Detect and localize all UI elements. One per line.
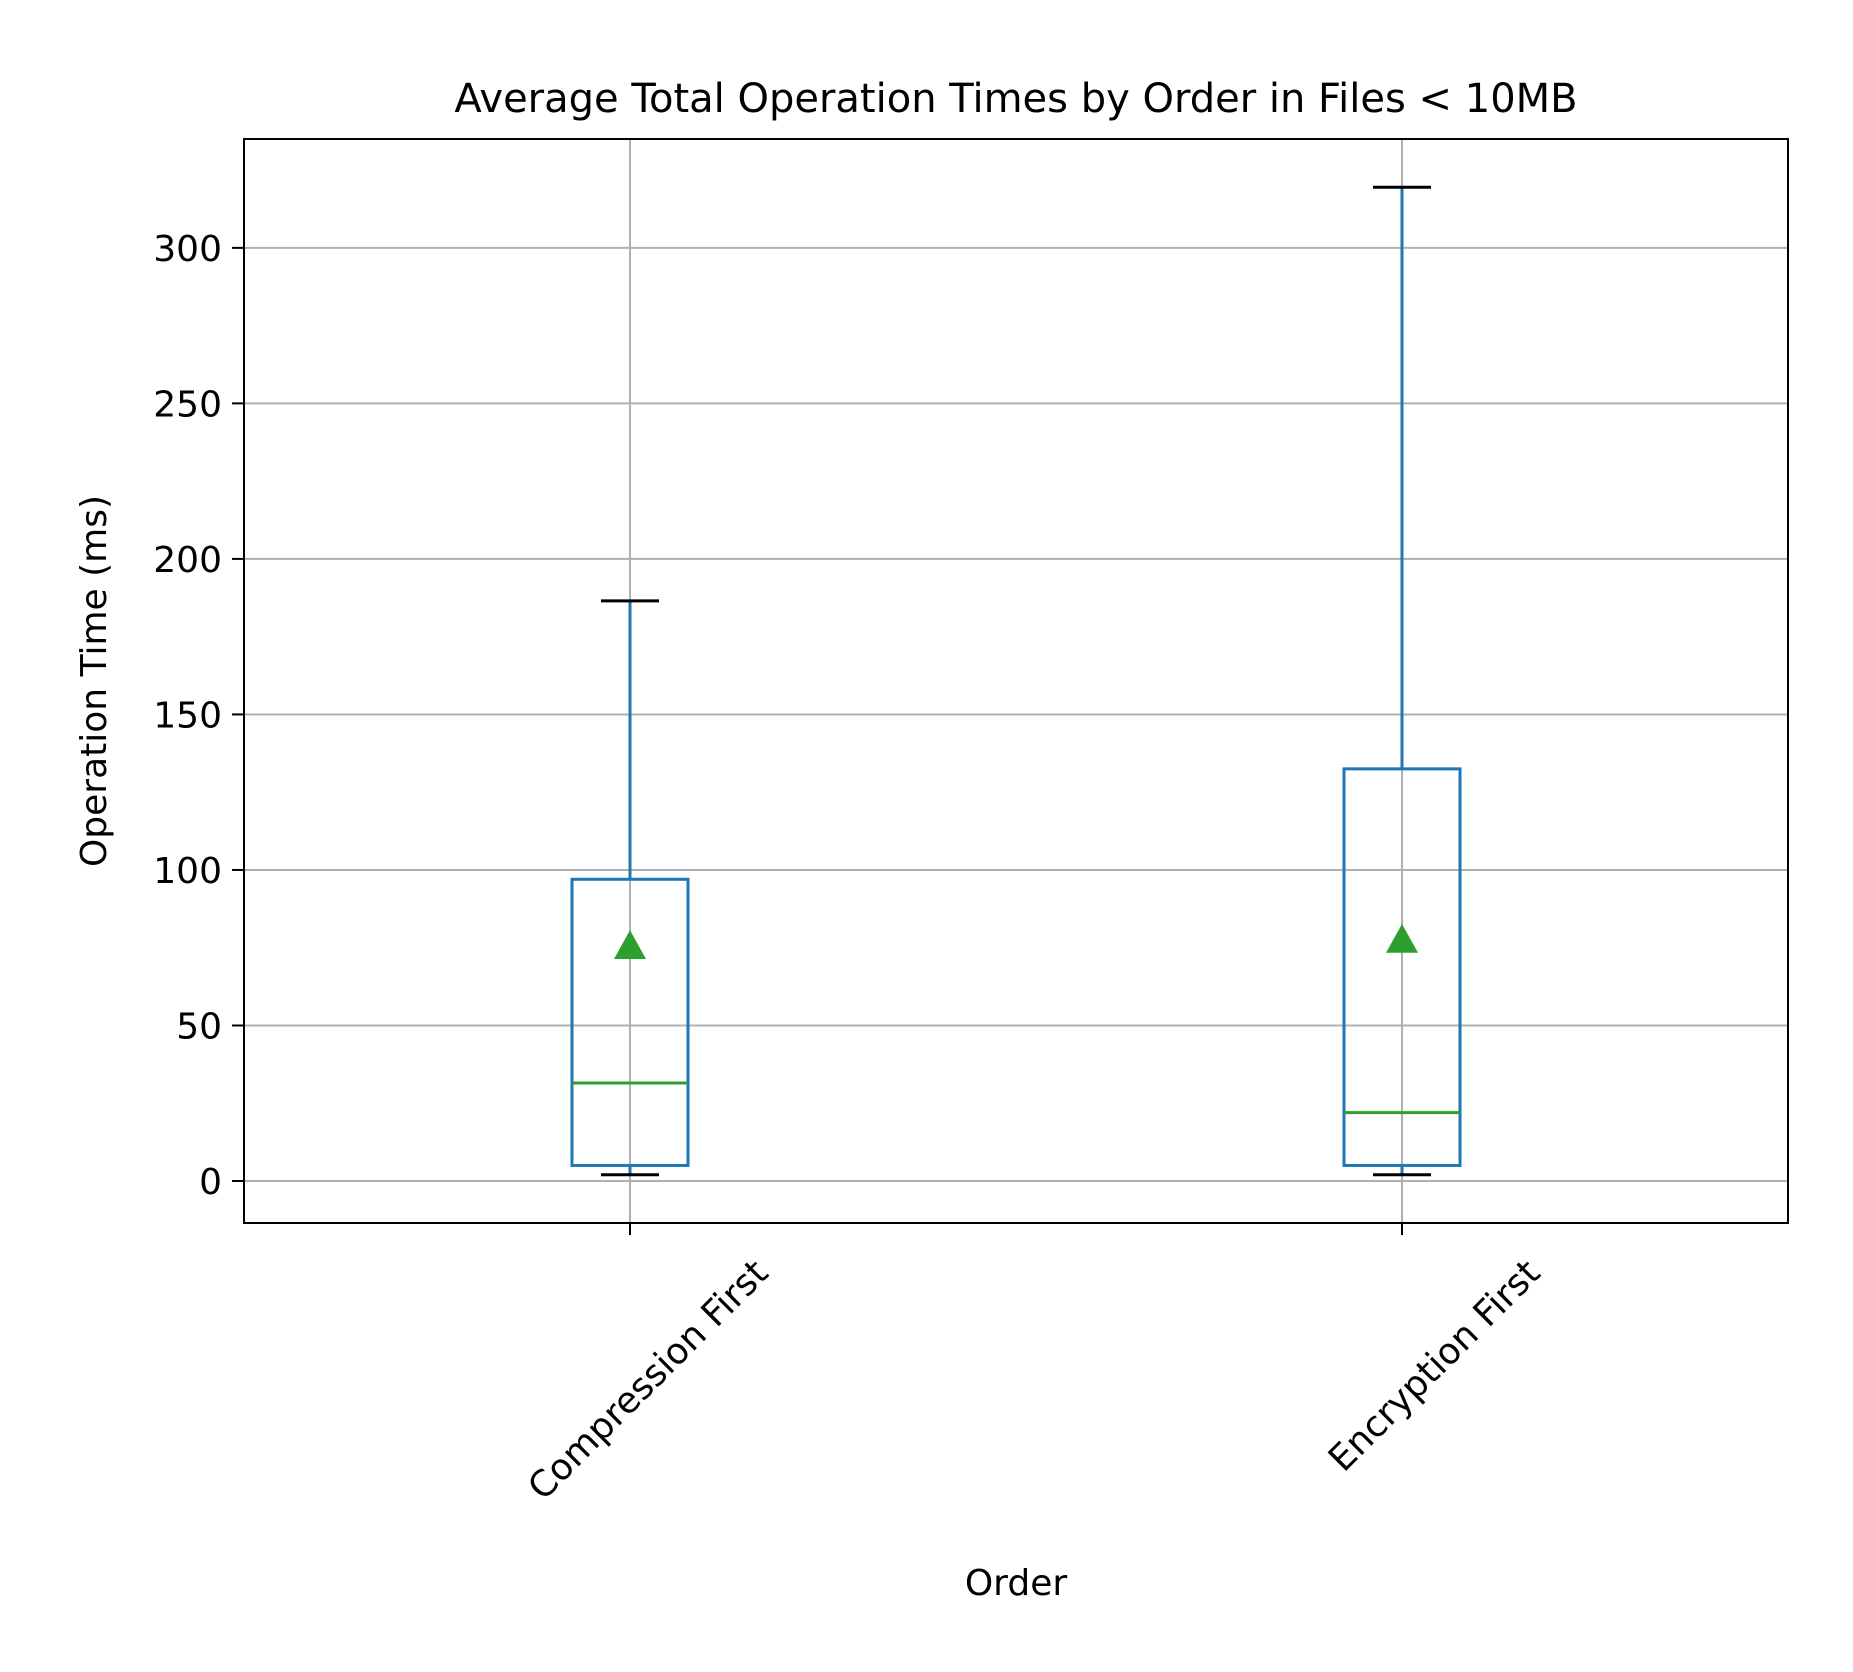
y-axis-label: Operation Time (ms) [74, 495, 115, 867]
box-series [570, 185, 1462, 1177]
y-tick-label: 100 [153, 851, 222, 892]
axes-frame [243, 138, 1789, 1224]
y-tick-label: 200 [153, 540, 222, 581]
chart-title: Average Total Operation Times by Order i… [454, 76, 1577, 122]
mean-marker [1386, 923, 1418, 953]
box-encryption-first [1342, 185, 1462, 1177]
y-tick-label: 50 [176, 1006, 222, 1047]
y-tick-label: 0 [199, 1162, 222, 1203]
iqr-box [570, 877, 690, 1167]
y-axis-ticks: 0 50 100 150 200 250 300 [153, 229, 244, 1203]
x-axis-label: Order [965, 1563, 1068, 1604]
iqr-box [1342, 767, 1462, 1167]
box-compression-first [570, 599, 690, 1177]
y-tick-label: 150 [153, 695, 222, 736]
mean-marker [614, 930, 646, 959]
y-tick-label: 250 [153, 384, 222, 425]
y-tick-label: 300 [153, 229, 222, 270]
